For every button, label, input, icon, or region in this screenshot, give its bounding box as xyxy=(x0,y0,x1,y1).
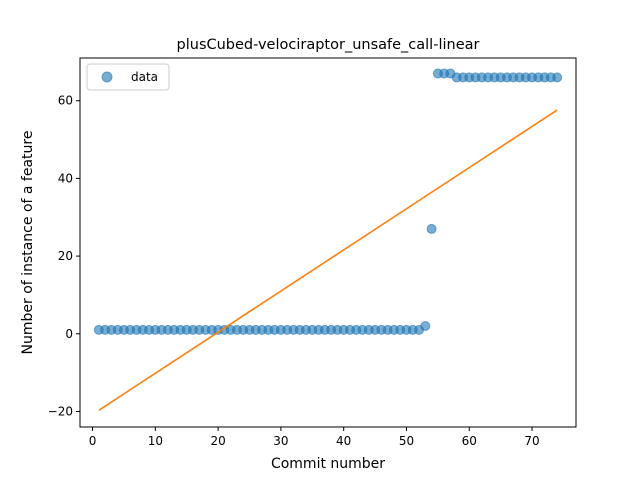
y-tick-label: 20 xyxy=(58,249,73,263)
x-tick-label: 0 xyxy=(89,434,97,448)
data-point xyxy=(553,73,562,82)
x-axis-label: Commit number xyxy=(271,456,385,472)
data-point xyxy=(427,224,436,233)
y-tick-label: 40 xyxy=(58,171,73,185)
y-axis-label: Number of instance of a feature xyxy=(20,131,36,355)
data-point xyxy=(421,322,430,331)
x-tick-label: 70 xyxy=(524,434,539,448)
x-tick-label: 50 xyxy=(399,434,414,448)
x-tick-label: 40 xyxy=(336,434,351,448)
chart-title: plusCubed-velociraptor_unsafe_call-linea… xyxy=(177,37,480,53)
x-tick-label: 30 xyxy=(273,434,288,448)
legend-marker-data xyxy=(102,72,112,82)
x-tick-label: 20 xyxy=(210,434,225,448)
y-tick-label: 60 xyxy=(58,94,73,108)
x-tick-label: 60 xyxy=(462,434,477,448)
legend: data xyxy=(87,64,169,90)
legend-label-data: data xyxy=(131,70,158,84)
y-tick-label: 0 xyxy=(65,327,73,341)
x-tick-label: 10 xyxy=(148,434,163,448)
y-tick-label: −20 xyxy=(48,404,73,418)
